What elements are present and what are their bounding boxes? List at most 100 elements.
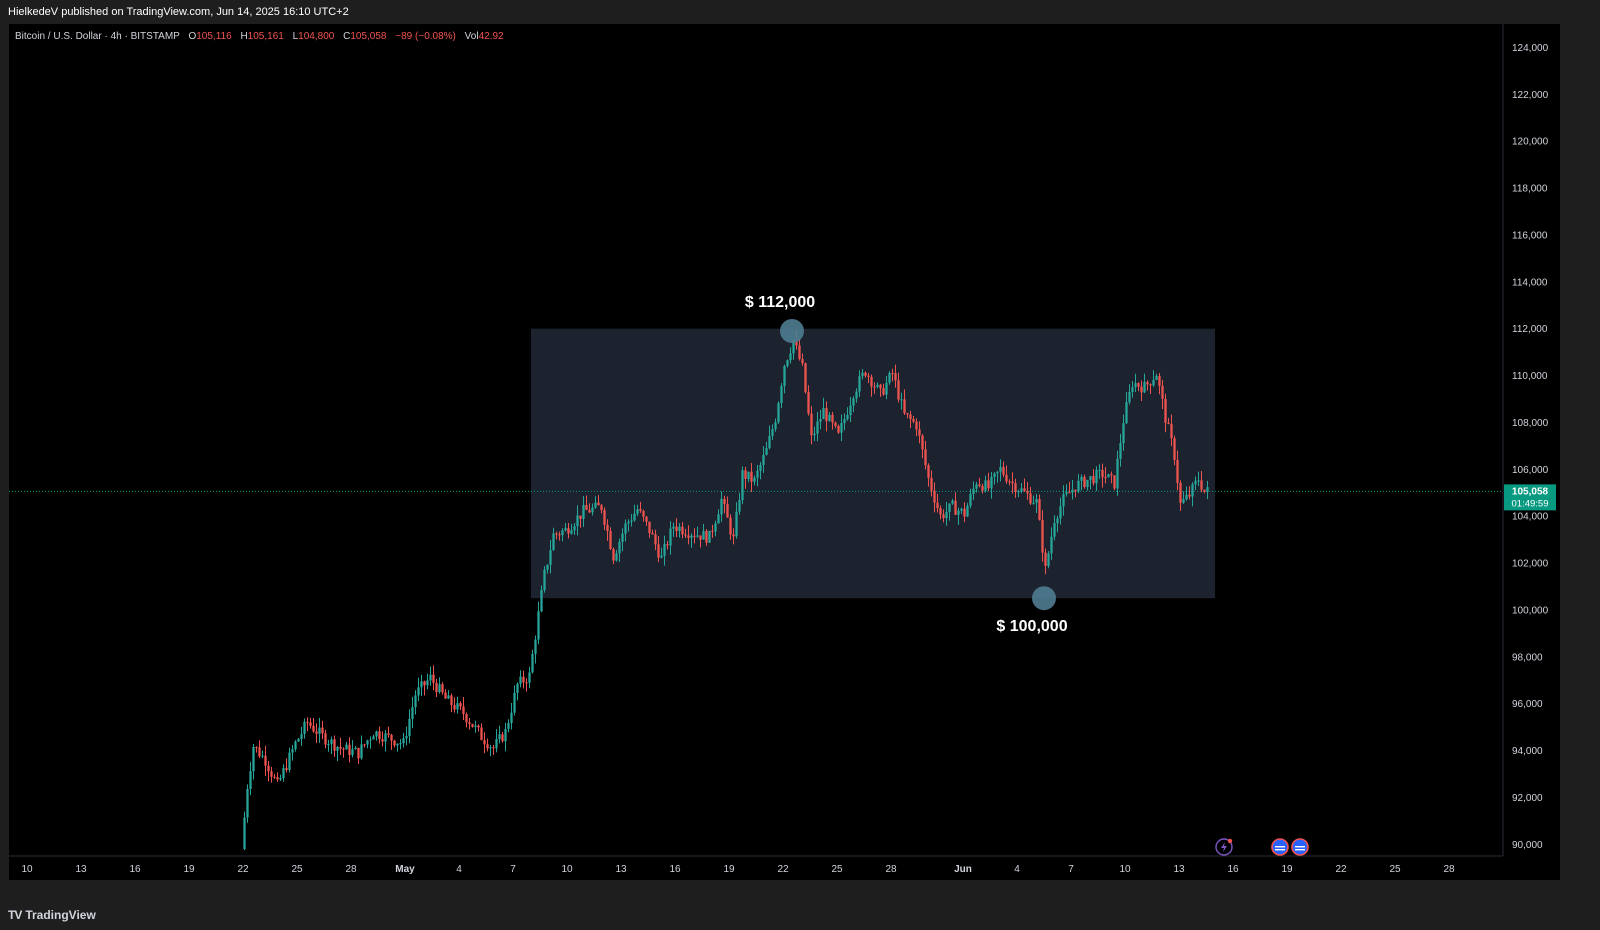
price-chart[interactable]: $ 112,000 $ 100,000 90,000 92,000 94,000 96,… [9, 24, 1560, 900]
candle-body [519, 676, 522, 684]
candle-body [756, 470, 759, 478]
candle-body [612, 549, 615, 561]
candle-body [1032, 502, 1035, 504]
candle-body [600, 505, 603, 511]
candle-body [561, 530, 564, 536]
time-tick-label: 22 [237, 864, 249, 875]
candle-body [573, 526, 576, 531]
us-flag-icon[interactable] [1271, 838, 1289, 856]
candle-body [732, 534, 735, 537]
candle-body [1155, 375, 1158, 381]
tradingview-logo[interactable]: TV TradingView [8, 908, 96, 922]
candle-body [741, 470, 744, 501]
candle-body [1071, 489, 1074, 493]
candle-body [525, 682, 528, 684]
candle-body [306, 721, 309, 723]
candle-body [828, 414, 831, 422]
price-tick-label: 124,000 [1512, 43, 1549, 54]
candle-body [267, 765, 270, 772]
candle-body [708, 530, 711, 543]
candle-body [270, 771, 273, 777]
candle-body [1131, 387, 1134, 392]
candle-body [510, 712, 513, 723]
candle-body [1119, 443, 1122, 459]
candle-body [483, 740, 486, 745]
candle-body [1095, 470, 1098, 484]
candle-body [369, 739, 372, 741]
candle-body [792, 340, 795, 354]
range-box[interactable] [531, 328, 1215, 599]
candle-body [1029, 493, 1032, 504]
candle-body [309, 722, 312, 726]
lightning-icon[interactable] [1215, 838, 1233, 856]
time-tick-label: 13 [1173, 864, 1185, 875]
candle-body [354, 747, 357, 750]
candle-body [507, 722, 510, 729]
candle-body [957, 510, 960, 515]
candle-body [615, 553, 618, 561]
candle-body [1038, 499, 1041, 520]
candle-body [831, 414, 834, 423]
candle-body [243, 817, 246, 849]
legend-vol: 42.92 [479, 31, 504, 42]
candle-body [897, 380, 900, 400]
candle-body [1089, 476, 1092, 480]
price-marker[interactable] [780, 319, 804, 344]
event-icons [1215, 838, 1309, 856]
candle-body [639, 509, 642, 511]
time-tick-label: 28 [885, 864, 897, 875]
candle-body [801, 359, 804, 364]
candle-body [1164, 398, 1167, 423]
candle-body [342, 748, 345, 750]
legend-symbol: Bitcoin / U.S. Dollar · 4h · BITSTAMP [15, 31, 180, 42]
candle-body [435, 682, 438, 693]
candle-body [927, 465, 930, 478]
candle-body [753, 477, 756, 482]
candle-body [1161, 385, 1164, 399]
candle-body [912, 419, 915, 422]
candle-body [336, 746, 339, 751]
price-tick-label: 92,000 [1512, 793, 1543, 804]
candle-body [594, 502, 597, 508]
tradingview-logo-text: TradingView [25, 908, 96, 922]
candle-body [1125, 402, 1128, 424]
legend-open: 105,116 [196, 31, 232, 42]
price-marker[interactable] [1032, 586, 1056, 611]
candle-body [783, 365, 786, 387]
candle-body [402, 738, 405, 744]
candle-body [384, 733, 387, 742]
candle-body [627, 521, 630, 524]
candle-body [303, 721, 306, 735]
candle-body [864, 372, 867, 376]
candle-body [477, 725, 480, 728]
candle-body [417, 687, 420, 696]
candle-body [264, 755, 267, 766]
candle-body [1179, 482, 1182, 503]
candle-body [714, 523, 717, 532]
time-axis-background[interactable] [9, 856, 1560, 880]
candle-body [1056, 518, 1059, 524]
time-tick-label: 25 [1389, 864, 1401, 875]
price-tick-label: 108,000 [1512, 418, 1549, 429]
candle-body [834, 422, 837, 426]
candle-body [822, 408, 825, 420]
candle-body [462, 706, 465, 715]
candle-body [1002, 466, 1005, 475]
candle-body [1077, 480, 1080, 492]
candle-body [426, 680, 429, 686]
candle-body [906, 413, 909, 415]
candle-body [465, 714, 468, 723]
us-flag-icon[interactable] [1291, 838, 1309, 856]
time-tick-label: 16 [669, 864, 681, 875]
candle-body [348, 744, 351, 755]
candle-body [1197, 480, 1200, 482]
candle-body [372, 736, 375, 740]
candle-body [393, 740, 396, 746]
price-tick-label: 118,000 [1512, 184, 1548, 195]
time-tick-label: 19 [723, 864, 735, 875]
candle-body [852, 398, 855, 406]
candle-body [321, 727, 324, 734]
price-axis-background[interactable] [1503, 24, 1560, 856]
candle-body [1116, 458, 1119, 489]
candle-body [1035, 499, 1038, 503]
